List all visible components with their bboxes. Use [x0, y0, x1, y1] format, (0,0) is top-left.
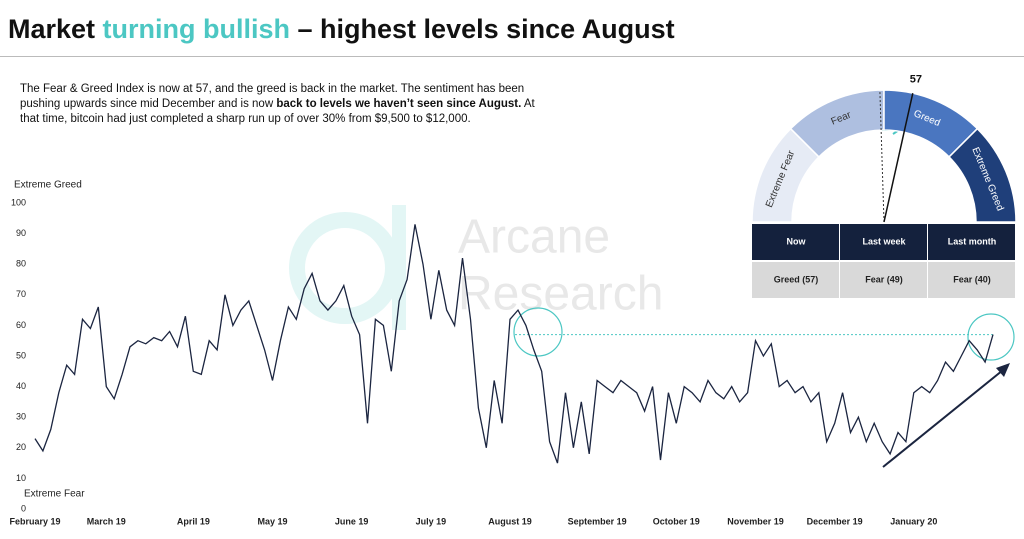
x-tick-label: February 19 [9, 516, 60, 526]
table-value: Greed (57) [774, 274, 819, 284]
trend-arrowhead [996, 363, 1010, 377]
title-highlight: turning bullish [102, 14, 291, 44]
x-tick-label: July 19 [416, 516, 447, 526]
y-tick-label: 50 [16, 350, 26, 360]
title: Market turning bullish – highest levels … [8, 14, 675, 45]
x-tick-label: November 19 [727, 516, 784, 526]
trend-arrow [882, 365, 1009, 468]
intro-bold: back to levels we haven’t seen since Aug… [276, 98, 522, 110]
y-tick-label: 60 [16, 320, 26, 330]
table-cell [752, 262, 839, 298]
x-tick-label: August 19 [488, 516, 532, 526]
table-cell [928, 262, 1015, 298]
watermark-text: Arcane [458, 211, 610, 264]
y-tick-label: 70 [16, 289, 26, 299]
top-label: Extreme Greed [14, 180, 82, 191]
watermark: Arcane Research [289, 205, 663, 330]
gauge-segment [947, 127, 1017, 223]
table-header: Last week [862, 236, 906, 246]
highlight-circle [513, 307, 563, 357]
logo [289, 212, 401, 324]
y-tick-label: 80 [16, 259, 26, 269]
x-tick-label: May 19 [258, 516, 288, 526]
x-tick-label: January 20 [890, 516, 937, 526]
gauge-previous [879, 92, 885, 223]
title-text: – highest levels since August [290, 14, 675, 44]
intro-text: The Fear & Greed Index is now at 57, and… [20, 82, 535, 127]
divider [0, 56, 1024, 57]
table-header-cell [840, 224, 927, 260]
table-value: Fear (40) [953, 274, 991, 284]
x-tick-label: April 19 [177, 516, 210, 526]
table-header: Now [787, 236, 807, 246]
x-tick-label: June 19 [335, 516, 369, 526]
logo [392, 205, 406, 330]
table-header-cell [752, 224, 839, 260]
bottom-label: Extreme Fear [24, 489, 85, 500]
x-tick-label: September 19 [568, 516, 627, 526]
y-tick-label: 20 [16, 442, 26, 452]
y-tick-label: 30 [16, 412, 26, 422]
title-text: Market [8, 14, 103, 44]
table-cell [840, 262, 927, 298]
table-value: Fear (49) [865, 274, 903, 284]
x-tick-label: October 19 [653, 516, 700, 526]
y-tick-label: 10 [16, 473, 26, 483]
table-header-cell [928, 224, 1015, 260]
x-tick-label: March 19 [87, 516, 126, 526]
table-header: Last month [948, 236, 997, 246]
gauge-needle [883, 93, 914, 223]
y-tick-label: 90 [16, 228, 26, 238]
highlight-circle [967, 313, 1015, 361]
y-tick-label: 0 [21, 503, 26, 513]
y-tick-label: 100 [11, 197, 26, 207]
index-line [34, 224, 994, 464]
y-tick-label: 40 [16, 381, 26, 391]
watermark-text: Research [458, 268, 663, 321]
x-tick-label: December 19 [807, 516, 863, 526]
gauge-value: 57 [910, 73, 922, 85]
intro-part: The Fear & Greed Index is now at 57, and… [20, 83, 525, 110]
intro-part: At that time, bitcoin had just completed… [20, 98, 535, 125]
